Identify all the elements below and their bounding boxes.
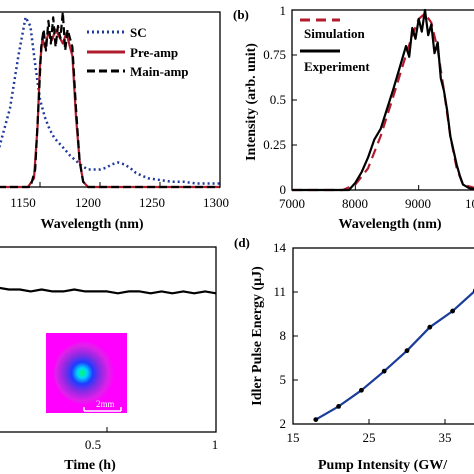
panel-d-axes-frame: [292, 247, 474, 425]
panel-d-label: (d): [234, 235, 250, 250]
panel-b-xtick-label: 9000: [405, 196, 431, 211]
legend-label-simulation: Simulation: [304, 26, 365, 41]
panel-d-ytick-label: 2: [280, 416, 287, 431]
panel-d-ytick-label: 8: [280, 328, 287, 343]
panel-a-xtick-label: 1300: [203, 195, 229, 210]
panel-c-series: [0, 286, 217, 295]
panel-b-ytick-label: 0.75: [263, 47, 286, 62]
panel-b-xtick-label: 7000: [279, 196, 305, 211]
legend-label-pre-amp: Pre-amp: [130, 45, 178, 60]
panel-b-ytick-label: 1: [280, 3, 287, 18]
panel-d: (d) 2 5 8 11 14 15 25 35 Pump Intensity …: [234, 235, 474, 473]
panel-d-line-series-0: [315, 290, 474, 421]
panel-b: (b) 0 0.25 0.5 0.75 1 7000 8000 9000 100…: [233, 3, 474, 232]
panel-d-data-point: [427, 324, 433, 330]
panel-b-ytick-label: 0.5: [270, 92, 286, 107]
panel-b-xtick-label: 100: [465, 196, 474, 211]
panel-d-ytick-label: 14: [273, 240, 287, 255]
legend-label-sc: SC: [130, 25, 147, 40]
panel-a-xtick-label: 1250: [139, 195, 165, 210]
panel-d-xlabel: Pump Intensity (GW/: [318, 458, 448, 473]
panel-d-data-point: [313, 417, 319, 422]
panel-b-series: [292, 8, 474, 192]
beam-profile-inset: 2mm: [46, 333, 127, 413]
panel-c-line-series-0: [0, 286, 217, 295]
panel-d-xtick-label: 35: [439, 430, 452, 445]
panel-b-legend: Simulation Experiment: [300, 18, 370, 74]
panel-b-line-experiment: [292, 8, 474, 192]
legend-label-experiment: Experiment: [304, 59, 370, 74]
panel-c-ticks: [106, 427, 217, 432]
panel-a-line-main-amp: [0, 10, 220, 189]
inset-scalebar-label: 2mm: [96, 399, 115, 409]
panel-d-ytick-label: 11: [273, 284, 286, 299]
legend-label-main-amp: Main-amp: [130, 64, 189, 79]
panel-d-data-point: [450, 308, 455, 314]
panel-d-ylabel: Idler Pulse Energy (μJ): [250, 266, 265, 406]
panel-a-xtick-label: 1150: [10, 195, 36, 210]
panel-d-series: [313, 288, 474, 422]
panel-b-ylabel: Intensity (arb. unit): [244, 43, 259, 161]
panel-d-data-point: [404, 348, 410, 354]
panel-d-data-point: [359, 387, 364, 393]
beam-spot: [54, 342, 114, 404]
panel-b-ytick-label: 0: [280, 182, 287, 197]
panel-b-xtick-label: 8000: [342, 196, 368, 211]
panel-d-data-point: [381, 368, 387, 374]
panel-a-legend: SC Pre-amp Main-amp: [87, 25, 189, 79]
panel-a-xlabel: Wavelength (nm): [40, 217, 143, 232]
panel-d-data-point: [336, 404, 341, 409]
panel-a-line-sc: [0, 16, 220, 185]
panel-b-label: (b): [233, 7, 249, 22]
panel-c-xtick-label: 0.5: [85, 437, 101, 452]
panel-c-xtick-label: 1: [212, 437, 219, 452]
panel-a: 1150 1200 1250 1300 Wavelength (nm) SC P…: [0, 10, 229, 232]
panel-b-xlabel: Wavelength (nm): [338, 217, 441, 232]
panel-d-ytick-label: 5: [280, 372, 287, 387]
panel-b-ytick-label: 0.25: [263, 137, 286, 152]
panel-d-ticks: [292, 247, 446, 425]
panel-c: 0.5 1 Time (h) 2mm: [0, 246, 219, 473]
panel-c-xlabel: Time (h): [64, 458, 116, 473]
panel-d-xtick-label: 25: [363, 430, 376, 445]
panel-a-series: [0, 10, 220, 189]
panel-d-xtick-label: 15: [287, 430, 300, 445]
panel-a-xtick-label: 1200: [75, 195, 101, 210]
